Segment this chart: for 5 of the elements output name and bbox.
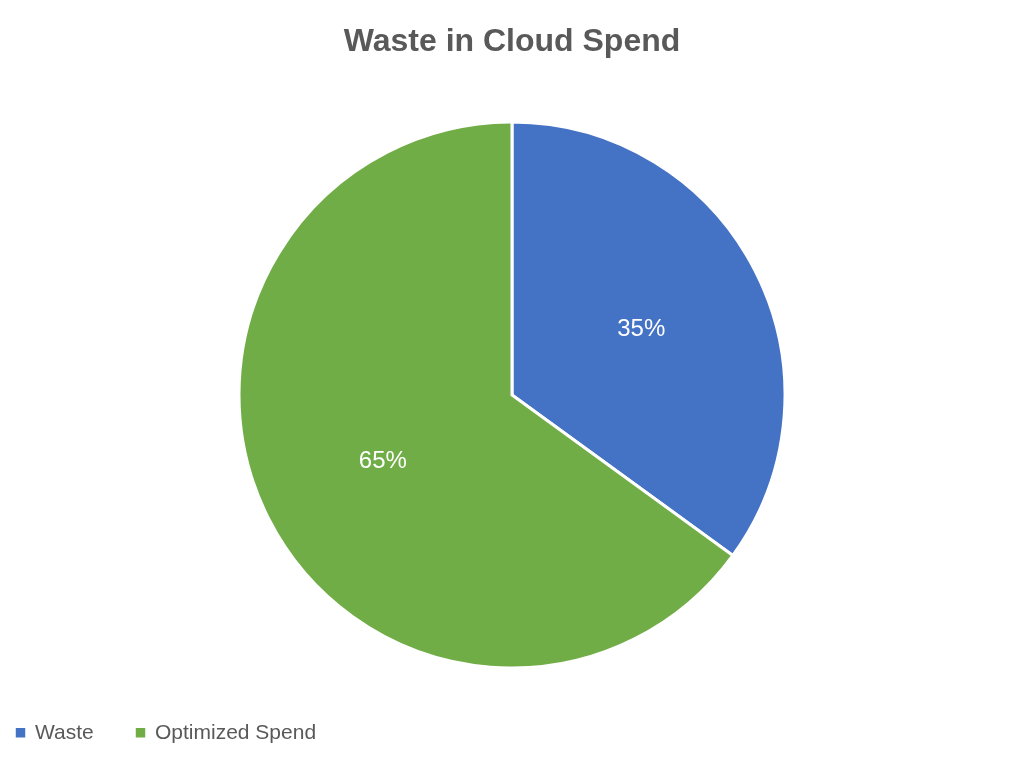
legend-label: Waste [35, 719, 94, 743]
legend-label: Optimized Spend [155, 719, 317, 743]
data-label: 35% [617, 314, 666, 342]
data-label: 65% [358, 445, 407, 473]
chart-title: Waste in Cloud Spend [343, 22, 681, 58]
